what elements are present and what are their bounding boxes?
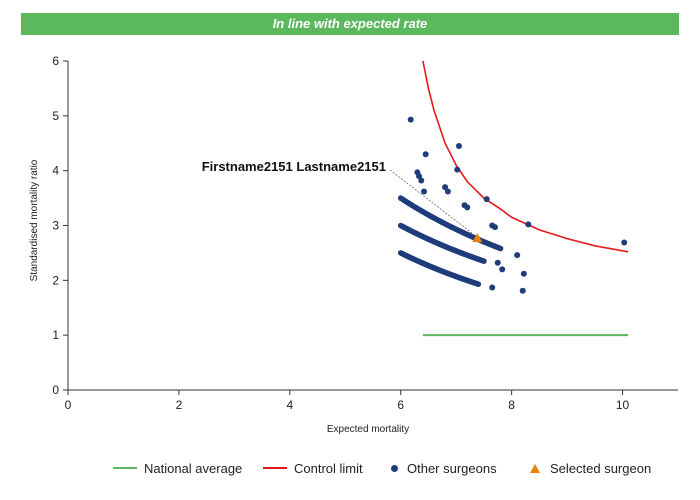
status-banner: In line with expected rate [21,13,679,35]
legend-label: Other surgeons [407,460,497,476]
other-surgeon-point [525,221,532,228]
legend-item-control-limit[interactable]: Control limit [263,458,363,478]
funnel-plot: 0 2 4 6 8 10 0 1 2 3 4 5 6 Expected mortality Standard… [29,54,678,435]
x-axis-label: Expected mortality [327,424,409,435]
other-surgeon-point [454,166,461,173]
annotation-layer: Firstname2151 Lastname2151 [202,159,474,235]
x-tick-label: 4 [286,398,293,412]
legend-line-icon [263,467,287,469]
x-tick-label: 8 [508,398,515,412]
legend-label: Control limit [294,460,363,476]
y-tick-label: 4 [52,164,59,178]
other-surgeon-point [499,266,506,273]
other-surgeon-point [455,142,462,149]
other-surgeon-point [475,281,482,287]
y-tick-label: 6 [52,54,59,68]
other-surgeon-point [442,184,449,191]
y-axis-label: Standardised mortality ratio [29,159,40,281]
x-tick-label: 6 [397,398,404,412]
other-surgeon-point [520,270,527,277]
other-surgeon-point [497,245,504,252]
other-surgeon-point [621,239,628,246]
other-surgeon-point [492,224,498,231]
other-surgeon-point [519,287,526,294]
other-surgeon-point [514,252,521,259]
other-surgeon-point [418,177,425,184]
selected-surgeon-marker [472,233,483,243]
x-tick-label: 10 [616,398,630,412]
legend-label: National average [144,460,243,476]
legend-item-other-surgeons[interactable]: Other surgeons [391,458,497,478]
y-tick-label: 5 [52,109,59,123]
control-limit-line [422,60,629,253]
legend-item-national-average[interactable]: National average [113,458,242,478]
y-tick-label: 2 [52,273,59,287]
axes: 0 2 4 6 8 10 0 1 2 3 4 5 6 Expected mortality Standard… [29,54,678,435]
other-surgeon-point [481,258,487,264]
series-layer [397,60,629,337]
legend: National average Control limit Other sur… [0,458,700,480]
other-surgeon-point [489,284,496,291]
legend-triangle-icon [530,463,540,473]
legend-label: Selected surgeon [550,460,652,476]
y-tick-label: 3 [52,219,59,233]
other-surgeon-point [421,188,428,195]
x-tick-label: 2 [176,398,183,412]
other-surgeon-point [407,116,414,123]
other-surgeon-point [464,204,471,211]
x-tick-label: 0 [65,398,72,412]
y-tick-label: 0 [52,383,59,397]
annotation-leader-line [389,169,474,235]
other-surgeon-point [494,259,501,266]
legend-dot-icon [391,464,398,472]
other-surgeon-point [444,188,451,195]
annotation-label: Firstname2151 Lastname2151 [202,159,386,174]
y-tick-label: 1 [52,328,59,342]
legend-line-icon [113,467,137,469]
other-surgeon-point [422,151,429,158]
other-surgeon-point [483,196,490,203]
legend-item-selected-surgeon[interactable]: Selected surgeon [530,458,651,478]
